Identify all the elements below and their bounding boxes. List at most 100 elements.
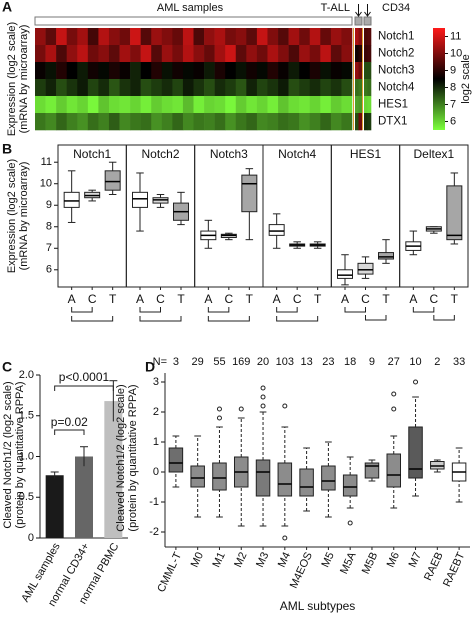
x-tick-label: M0 [189, 550, 206, 569]
heatmap-cell [358, 62, 363, 80]
heatmap-cell [172, 113, 184, 131]
heatmap-cell [320, 79, 332, 97]
heatmap-cell [172, 62, 184, 80]
n-count: 169 [232, 356, 250, 368]
heatmap-cell [367, 79, 372, 97]
heatmap-cell [214, 96, 226, 114]
heatmap-cell [341, 113, 353, 131]
heatmap-cell [246, 79, 258, 97]
box [63, 191, 80, 208]
group-bar [34, 16, 353, 26]
heatmap-cell [235, 62, 247, 80]
row-label: Notch4 [378, 82, 415, 94]
y-axis-label: Cleaved Notch1/2 (log2 scale) [2, 381, 14, 528]
heatmap-cell [119, 45, 131, 63]
heatmap-cell [225, 113, 237, 131]
y-tick-label: 10 [40, 178, 52, 190]
heatmap-cell [108, 28, 120, 46]
heatmap-cell [108, 96, 120, 114]
significance-bracket [54, 429, 85, 435]
heatmap-cell [309, 79, 321, 97]
outlier [216, 406, 222, 412]
panel-frame [57, 144, 127, 288]
heatmap-cell [364, 96, 368, 114]
heatmap-cell [204, 96, 215, 114]
heatmap-cell [119, 62, 131, 80]
x-tick-label: RAEB [422, 550, 446, 582]
y-tick-label: 1 [153, 436, 159, 448]
colorbar-tick-label: 9 [450, 64, 456, 76]
heatmap-cell [225, 28, 237, 46]
box [104, 170, 121, 191]
heatmap-cell [267, 28, 279, 46]
heatmap-cell [193, 28, 205, 46]
x-tick-label: A [341, 292, 349, 306]
group-bar [363, 16, 372, 26]
x-tick-label: M6 [385, 550, 402, 569]
box [132, 191, 148, 208]
heatmap-cell [130, 96, 141, 114]
x-tick-label: T [314, 292, 322, 306]
heatmap-cell [309, 45, 321, 63]
panel-title: Notch2 [141, 147, 179, 161]
heatmap-cell [288, 28, 300, 46]
group-label: CD34 [382, 2, 410, 14]
heatmap-cell [278, 45, 289, 63]
box [321, 465, 336, 491]
heatmap-cell [130, 62, 141, 80]
y-tick-label: 0.5 [19, 491, 34, 503]
heatmap-cell [246, 62, 258, 80]
heatmap-cell [330, 96, 342, 114]
heatmap-cell [267, 62, 279, 80]
x-tick-label: M7 [407, 550, 424, 569]
heatmap-cell [299, 96, 311, 114]
heatmap-cell [320, 28, 332, 46]
box [408, 426, 423, 479]
heatmap-cell [358, 96, 363, 114]
heatmap-cell [193, 62, 205, 80]
heatmap-cell [246, 113, 258, 131]
panel-title: Deltex1 [413, 147, 454, 161]
arrow-head [355, 11, 362, 17]
box [168, 447, 184, 473]
n-count: 23 [322, 356, 334, 368]
heatmap-cell [45, 113, 57, 131]
heatmap-cell [151, 45, 163, 63]
y-axis-label: (protein by quantitative RPPA) [127, 384, 139, 531]
outlier [413, 379, 419, 385]
heatmap-cell [193, 79, 205, 97]
y-tick-label: 1.5 [19, 410, 34, 422]
y-axis-label: Expression (log2 scale) [6, 22, 18, 136]
heatmap-cell [299, 28, 311, 46]
outlier [391, 406, 397, 412]
heatmap-cell [35, 45, 46, 63]
y-tick-label: 0 [153, 466, 159, 478]
heatmap-cell [35, 113, 46, 131]
heatmap-cell [98, 62, 110, 80]
heatmap-cell [267, 45, 279, 63]
n-count: 29 [192, 356, 204, 368]
box [337, 269, 353, 279]
box [212, 462, 227, 491]
colorbar [433, 28, 445, 130]
x-tick-label: C [293, 292, 302, 306]
y-tick-label: -1 [149, 496, 159, 508]
heatmap-cell [299, 45, 311, 63]
heatmap-cell [130, 45, 141, 63]
heatmap-cell [358, 28, 363, 46]
heatmap-cell [364, 45, 368, 63]
n-count: 20 [257, 356, 269, 368]
box [241, 174, 258, 213]
heatmap-cell [161, 45, 173, 63]
heatmap-cell [45, 28, 57, 46]
box [299, 468, 314, 497]
heatmap-cell [193, 45, 205, 63]
row-label: HES1 [378, 99, 408, 111]
heatmap-cell [214, 113, 226, 131]
significance-bracket [276, 316, 319, 322]
y-tick-label: 3 [153, 376, 159, 388]
heatmap-cell [341, 28, 353, 46]
n-count: 18 [344, 356, 356, 368]
heatmap-cell [140, 62, 152, 80]
significance-bracket [365, 315, 387, 321]
